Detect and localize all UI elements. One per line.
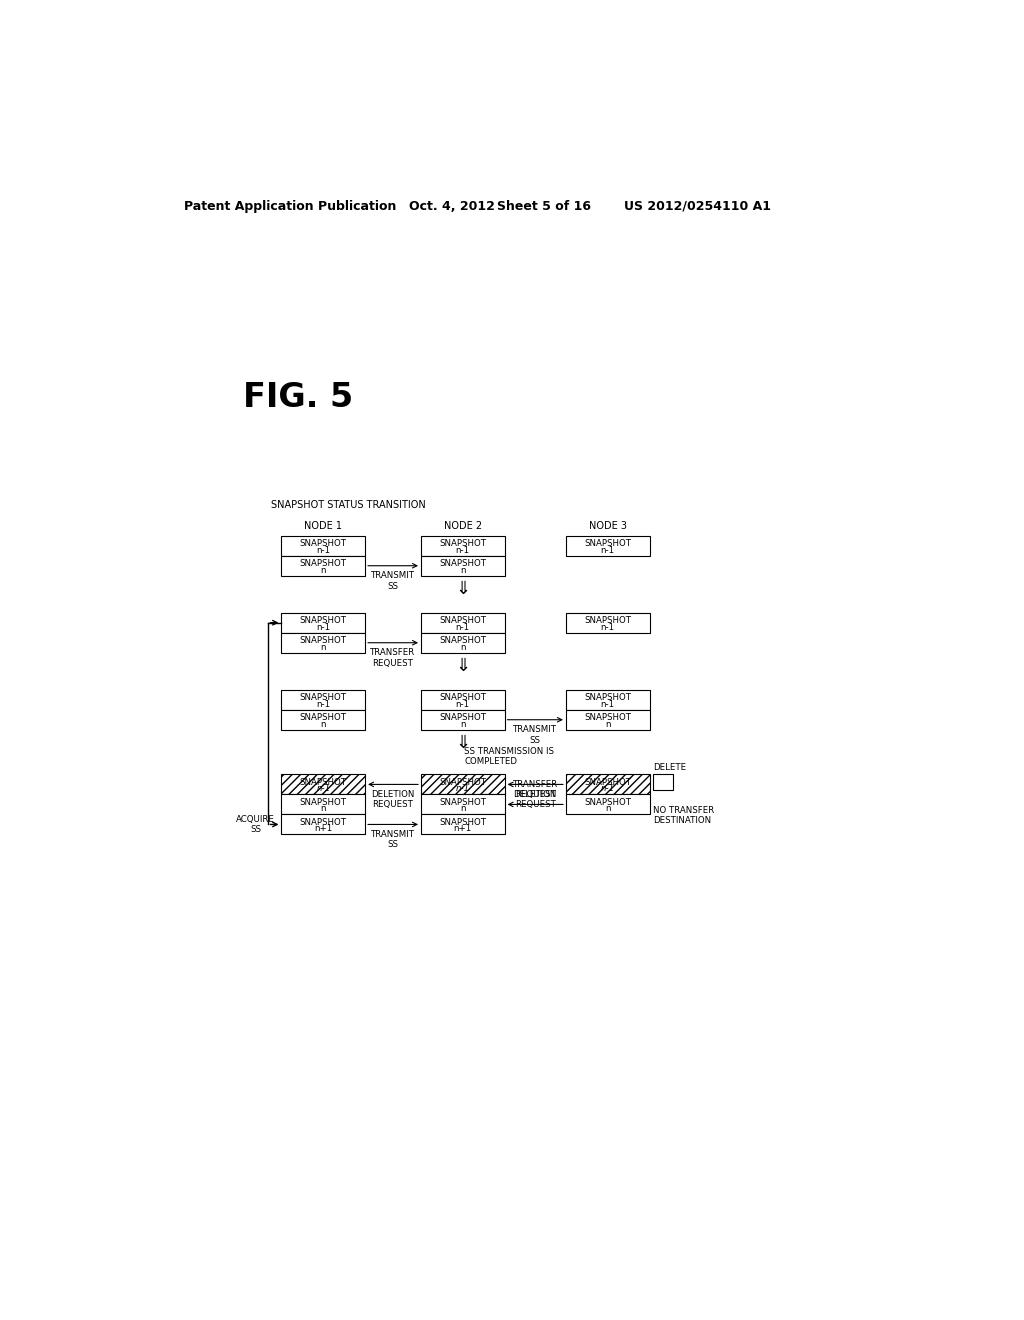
Bar <box>421 710 505 730</box>
Text: DELETION
REQUEST: DELETION REQUEST <box>514 789 557 809</box>
Bar <box>421 689 505 710</box>
Bar <box>652 775 673 789</box>
Text: ACQUIRE
SS: ACQUIRE SS <box>237 814 275 834</box>
Text: SNAPSHOT: SNAPSHOT <box>300 693 347 702</box>
Text: SNAPSHOT: SNAPSHOT <box>439 777 486 787</box>
Bar <box>566 536 649 556</box>
Text: ⇓: ⇓ <box>456 657 470 676</box>
Text: SNAPSHOT: SNAPSHOT <box>300 636 347 645</box>
Text: n-1: n-1 <box>316 700 331 709</box>
Bar <box>421 814 505 834</box>
Bar <box>421 556 505 576</box>
Text: TRANSMIT
SS: TRANSMIT SS <box>513 725 557 744</box>
Text: n-1: n-1 <box>456 784 470 793</box>
Text: n+1: n+1 <box>314 825 333 833</box>
Bar <box>282 795 366 814</box>
Bar <box>282 556 366 576</box>
Text: SNAPSHOT: SNAPSHOT <box>585 616 631 624</box>
Text: n-1: n-1 <box>316 784 331 793</box>
Text: NODE 2: NODE 2 <box>443 520 482 531</box>
Text: Patent Application Publication: Patent Application Publication <box>183 199 396 213</box>
Text: TRANSMIT
SS: TRANSMIT SS <box>371 830 415 849</box>
Text: SNAPSHOT: SNAPSHOT <box>585 713 631 722</box>
Bar <box>566 710 649 730</box>
Bar <box>282 814 366 834</box>
Text: n: n <box>460 719 466 729</box>
Bar <box>566 775 649 795</box>
Bar <box>282 710 366 730</box>
Text: n-1: n-1 <box>456 623 470 631</box>
Text: NO TRANSFER
DESTINATION: NO TRANSFER DESTINATION <box>652 807 714 825</box>
Bar <box>421 536 505 556</box>
Text: SNAPSHOT: SNAPSHOT <box>300 777 347 787</box>
Bar <box>421 612 505 632</box>
Bar <box>282 536 366 556</box>
Text: ⇓: ⇓ <box>456 734 470 752</box>
Text: SNAPSHOT: SNAPSHOT <box>439 713 486 722</box>
Text: n-1: n-1 <box>601 623 614 631</box>
Text: n: n <box>321 643 326 652</box>
Text: SS TRANSMISSION IS
COMPLETED: SS TRANSMISSION IS COMPLETED <box>464 747 554 766</box>
Bar <box>566 795 649 814</box>
Bar <box>566 689 649 710</box>
Text: Oct. 4, 2012: Oct. 4, 2012 <box>410 199 496 213</box>
Text: n-1: n-1 <box>456 700 470 709</box>
Text: SNAPSHOT: SNAPSHOT <box>300 616 347 624</box>
Text: SNAPSHOT: SNAPSHOT <box>585 539 631 548</box>
Text: n-1: n-1 <box>601 545 614 554</box>
Text: SNAPSHOT: SNAPSHOT <box>300 558 347 568</box>
Text: Sheet 5 of 16: Sheet 5 of 16 <box>497 199 591 213</box>
Text: ⇓: ⇓ <box>456 581 470 598</box>
Bar <box>421 775 505 795</box>
Bar <box>421 795 505 814</box>
Text: SNAPSHOT: SNAPSHOT <box>585 777 631 787</box>
Text: n: n <box>321 719 326 729</box>
Text: DELETION
REQUEST: DELETION REQUEST <box>372 789 415 809</box>
Text: n: n <box>460 566 466 574</box>
Text: SNAPSHOT: SNAPSHOT <box>439 817 486 826</box>
Text: n-1: n-1 <box>601 784 614 793</box>
Bar <box>282 632 366 653</box>
Text: SNAPSHOT: SNAPSHOT <box>585 693 631 702</box>
Text: SNAPSHOT: SNAPSHOT <box>439 616 486 624</box>
Bar <box>421 632 505 653</box>
Text: SNAPSHOT: SNAPSHOT <box>439 539 486 548</box>
Bar <box>282 689 366 710</box>
Text: n-1: n-1 <box>456 545 470 554</box>
Text: SNAPSHOT: SNAPSHOT <box>300 539 347 548</box>
Text: n: n <box>321 566 326 574</box>
Text: US 2012/0254110 A1: US 2012/0254110 A1 <box>624 199 771 213</box>
Text: TRANSFER
REQUEST: TRANSFER REQUEST <box>371 648 416 668</box>
Text: n: n <box>605 719 610 729</box>
Text: n: n <box>605 804 610 813</box>
Text: TRANSMIT
SS: TRANSMIT SS <box>371 572 415 590</box>
Bar <box>282 775 366 795</box>
Text: NODE 1: NODE 1 <box>304 520 342 531</box>
Text: n-1: n-1 <box>316 623 331 631</box>
Text: n: n <box>460 804 466 813</box>
Text: SNAPSHOT: SNAPSHOT <box>439 693 486 702</box>
Text: SNAPSHOT STATUS TRANSITION: SNAPSHOT STATUS TRANSITION <box>271 500 426 510</box>
Text: NODE 3: NODE 3 <box>589 520 627 531</box>
Text: SNAPSHOT: SNAPSHOT <box>439 797 486 807</box>
Text: SNAPSHOT: SNAPSHOT <box>439 636 486 645</box>
Text: n: n <box>460 643 466 652</box>
Text: SNAPSHOT: SNAPSHOT <box>439 558 486 568</box>
Bar <box>566 612 649 632</box>
Text: SNAPSHOT: SNAPSHOT <box>585 797 631 807</box>
Text: TRANSFER
REQUEST: TRANSFER REQUEST <box>513 780 558 799</box>
Text: SNAPSHOT: SNAPSHOT <box>300 817 347 826</box>
Text: FIG. 5: FIG. 5 <box>243 380 353 413</box>
Text: n-1: n-1 <box>601 700 614 709</box>
Text: n+1: n+1 <box>454 825 472 833</box>
Text: DELETE: DELETE <box>652 763 686 772</box>
Text: SNAPSHOT: SNAPSHOT <box>300 797 347 807</box>
Text: n: n <box>321 804 326 813</box>
Bar <box>282 612 366 632</box>
Text: n-1: n-1 <box>316 545 331 554</box>
Text: SNAPSHOT: SNAPSHOT <box>300 713 347 722</box>
